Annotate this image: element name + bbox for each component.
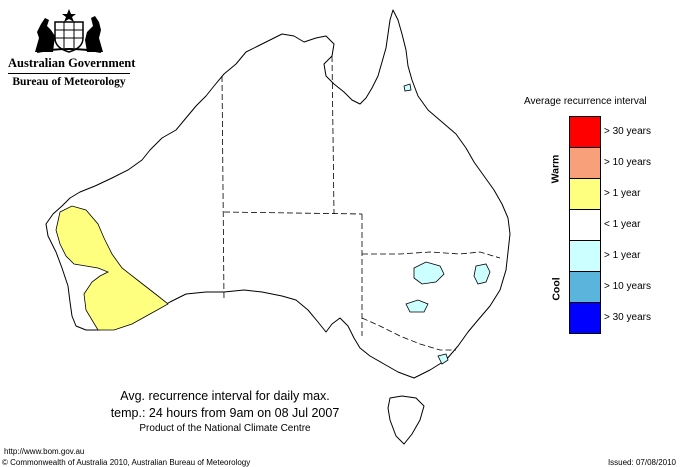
- legend-item-label: > 1 year: [604, 188, 641, 199]
- bom-logo: Australian Government Bureau of Meteorol…: [8, 8, 135, 88]
- legend-labels: > 30 years > 10 years > 1 year < 1 year > 1 …: [604, 116, 651, 333]
- tasmania-outline: [387, 395, 425, 445]
- legend-cool-label: Cool: [550, 277, 563, 301]
- cool-region-5: [403, 83, 412, 92]
- legend-item-label: < 1 year: [604, 219, 641, 230]
- legend-swatch: [570, 303, 600, 333]
- legend-item-label: > 1 year: [604, 250, 641, 261]
- legend-item-label: > 30 years: [604, 126, 651, 137]
- legend-item-label: > 10 years: [604, 281, 651, 292]
- cool-region-1: [413, 261, 445, 285]
- legend-title: Average recurrence interval: [524, 96, 647, 107]
- map-producer: Product of the National Climate Centre: [139, 423, 311, 434]
- cool-region-2: [473, 263, 491, 285]
- legend-swatch: [570, 148, 600, 179]
- warm-region-wa: [55, 205, 169, 331]
- cool-region-3: [405, 299, 429, 313]
- coat-of-arms-icon: [35, 9, 103, 53]
- map-title-line-2: temp.: 24 hours from 9am on 08 Jul 2007: [110, 406, 340, 420]
- map-title-line-1: Avg. recurrence interval for daily max.: [120, 389, 330, 403]
- legend-swatch: [570, 179, 600, 210]
- website-url[interactable]: http://www.bom.gov.au: [4, 447, 85, 456]
- legend-swatches: [569, 116, 601, 334]
- legend-item-label: > 10 years: [604, 157, 651, 168]
- government-name: Australian Government: [8, 56, 135, 74]
- issued-date: Issued: 07/08/2010: [607, 458, 676, 467]
- legend-swatch: [570, 210, 600, 241]
- legend-swatch: [570, 117, 600, 148]
- legend-swatch: [570, 272, 600, 303]
- legend-swatch: [570, 241, 600, 272]
- copyright-notice: © Commonwealth of Australia 2010, Austra…: [2, 458, 251, 467]
- mainland-outline: [45, 9, 511, 379]
- legend-item-label: > 30 years: [604, 312, 651, 323]
- state-borders: [221, 55, 501, 351]
- cool-region-4: [437, 353, 449, 365]
- agency-name: Bureau of Meteorology: [12, 76, 126, 88]
- legend-warm-label: Warm: [549, 154, 562, 184]
